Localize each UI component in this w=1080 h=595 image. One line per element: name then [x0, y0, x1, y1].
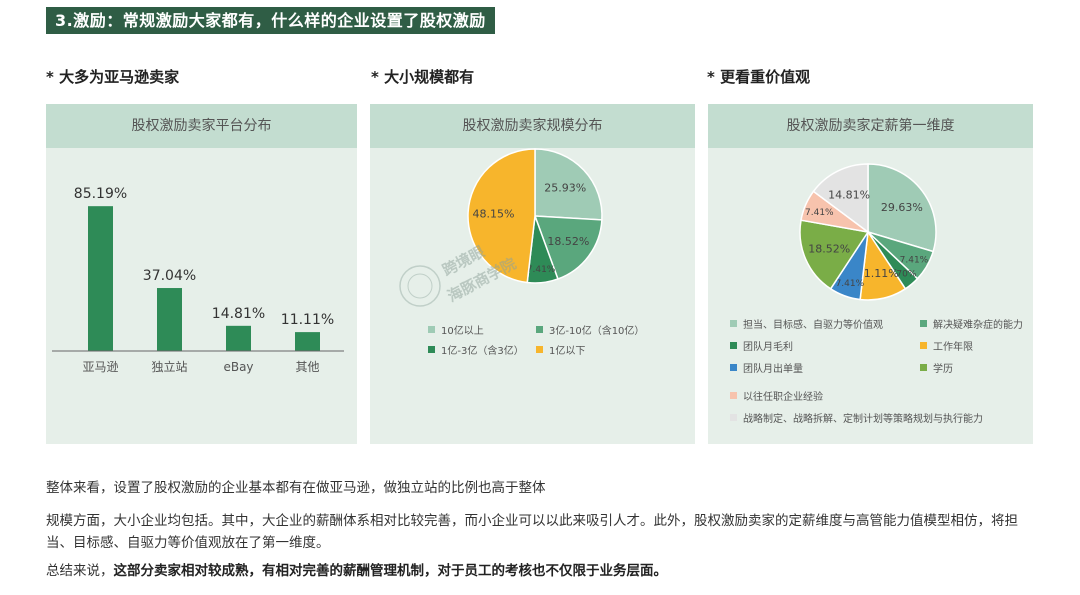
watermark-logo: 跨境眼 海豚商学院 — [399, 243, 519, 307]
scale-slice-label-2: 7.41% — [527, 265, 556, 275]
salary-legend-swatch-7 — [730, 414, 737, 421]
scale-legend-item-3: 1亿以下 — [536, 342, 585, 357]
watermark-circle — [399, 265, 441, 307]
salary-legend-item-7: 战略制定、战略拆解、定制计划等策略规划与执行能力 — [730, 410, 983, 425]
bar-category-label-0: 亚马逊 — [82, 360, 118, 374]
bar-value-label-2: 14.81% — [212, 306, 265, 322]
salary-chart-panel: 股权激励卖家定薪第一维度 29.63% 7.41% 3.70% 11.11% 7.41%… — [708, 104, 1033, 444]
scale-slice-label-1: 18.52% — [547, 235, 589, 248]
scale-slice-label-0: 25.93% — [544, 181, 586, 194]
salary-slice-7 — [812, 163, 869, 234]
salary-legend-item-6: 以往任职企业经验 — [730, 388, 823, 403]
salary-legend-item-3: 工作年限 — [920, 338, 973, 353]
salary-legend-label-0: 担当、目标感、自驱力等价值观 — [743, 320, 883, 331]
salary-legend-label-2: 团队月毛利 — [743, 342, 793, 353]
salary-legend-item-1: 解决疑难杂症的能力 — [920, 316, 1023, 331]
salary-chart-title: 股权激励卖家定薪第一维度 — [708, 104, 1033, 148]
platform-chart-panel: 股权激励卖家平台分布 85.19% 亚马逊 37.04% 独立站 14.81% eBay 1… — [46, 104, 357, 444]
platform-bar-chart: 85.19% 亚马逊 37.04% 独立站 14.81% eBay 11.11% 其他 — [52, 186, 344, 374]
summary-paragraph-3: 总结来说，这部分卖家相对较成熟，有相对完善的薪酬管理机制，对于员工的考核也不仅限… — [46, 560, 667, 582]
salary-legend-swatch-2 — [730, 342, 737, 349]
scale-legend-item-0: 10亿以上 — [428, 322, 484, 337]
subtitle-scale: * 大小规模都有 — [371, 68, 475, 86]
salary-slice-label-0: 29.63% — [881, 201, 923, 214]
bar-1 — [157, 288, 182, 351]
salary-legend-swatch-5 — [920, 364, 927, 371]
scale-legend-label-3: 1亿以下 — [549, 346, 586, 357]
bar-category-label-2: eBay — [223, 360, 253, 374]
bar-3 — [295, 332, 320, 351]
scale-legend-swatch-0 — [428, 326, 435, 333]
salary-legend-item-0: 担当、目标感、自驱力等价值观 — [730, 316, 883, 331]
summary-paragraph-2: 规模方面，大小企业均包括。其中，大企业的薪酬体系相对比较完善，而小企业可以以此来… — [46, 513, 1018, 551]
salary-pie-chart: 29.63%7.41%3.70%11.11%7.41%18.52%7.41%14… — [799, 163, 937, 301]
salary-legend-swatch-4 — [730, 364, 737, 371]
summary-bold: 这部分卖家相对较成熟，有相对完善的薪酬管理机制，对于员工的考核也不仅限于业务层面… — [113, 563, 668, 579]
scale-legend-label-1: 3亿-10亿（含10亿） — [549, 326, 645, 337]
summary-paragraph-1: 整体来看，设置了股权激励的企业基本都有在做亚马逊，做独立站的比例也高于整体 — [46, 480, 546, 496]
salary-slice-label-3: 11.11% — [857, 267, 899, 280]
salary-legend-label-7: 战略制定、战略拆解、定制计划等策略规划与执行能力 — [743, 414, 983, 425]
scale-pie-chart: 25.93% 18.52% 7.41% 48.15% — [467, 148, 603, 284]
salary-legend-label-4: 团队月出单量 — [743, 364, 803, 375]
summary-prefix: 总结来说， — [46, 563, 114, 579]
bar-value-label-3: 11.11% — [281, 312, 334, 328]
bar-0 — [88, 206, 113, 351]
salary-legend-label-3: 工作年限 — [933, 342, 973, 353]
bar-2 — [226, 325, 251, 351]
subtitle-values: * 更看重价值观 — [707, 68, 811, 86]
salary-slice-label-4: 7.41% — [836, 279, 865, 289]
bar-category-label-1: 独立站 — [151, 359, 187, 374]
scale-legend-item-1: 3亿-10亿（含10亿） — [536, 322, 644, 337]
scale-legend-label-0: 10亿以上 — [441, 326, 484, 337]
subtitle-platform: * 大多为亚马逊卖家 — [46, 68, 180, 86]
salary-slice-label-6: 7.41% — [805, 208, 834, 218]
scale-slice-3 — [467, 148, 536, 284]
scale-legend-swatch-1 — [536, 326, 543, 333]
salary-legend-item-4: 团队月出单量 — [730, 360, 803, 375]
scale-legend-swatch-2 — [428, 346, 435, 353]
bar-category-label-3: 其他 — [295, 360, 319, 374]
salary-slice-label-7: 14.81% — [828, 188, 870, 201]
salary-legend-label-1: 解决疑难杂症的能力 — [933, 320, 1023, 331]
scale-slice-label-3: 48.15% — [473, 208, 515, 221]
platform-chart-title: 股权激励卖家平台分布 — [46, 104, 357, 148]
salary-slice-label-1: 7.41% — [900, 256, 929, 266]
scale-slice-0 — [534, 148, 603, 221]
bar-value-label-1: 37.04% — [143, 268, 196, 284]
scale-legend-label-2: 1亿-3亿（含3亿） — [441, 346, 524, 357]
scale-legend: 10亿以上 3亿-10亿（含10亿） 1亿-3亿（含3亿） 1亿以下 — [428, 322, 688, 362]
salary-legend-item-2: 团队月毛利 — [730, 338, 793, 353]
salary-legend-swatch-3 — [920, 342, 927, 349]
salary-slice-label-2: 3.70% — [888, 270, 917, 280]
bar-value-label-0: 85.19% — [74, 186, 127, 202]
salary-legend-swatch-0 — [730, 320, 737, 327]
scale-legend-swatch-3 — [536, 346, 543, 353]
salary-slice-5 — [799, 219, 870, 290]
scale-chart-title: 股权激励卖家规模分布 — [370, 104, 695, 148]
scale-chart-panel: 股权激励卖家规模分布 25.93% 18.52% 7.41% 48.15% 10亿以上… — [370, 104, 695, 444]
salary-legend-label-5: 学历 — [933, 364, 953, 375]
salary-legend-swatch-1 — [920, 320, 927, 327]
watermark-inner-circle — [407, 273, 433, 299]
salary-legend-item-5: 学历 — [920, 360, 953, 375]
salary-slice-0 — [867, 163, 937, 253]
salary-legend-swatch-6 — [730, 392, 737, 399]
salary-legend: 担当、目标感、自驱力等价值观 解决疑难杂症的能力团队月毛利 工作年限团队月出单量 学历… — [730, 316, 1030, 440]
salary-legend-label-6: 以往任职企业经验 — [743, 392, 823, 403]
salary-slice-label-5: 18.52% — [808, 243, 850, 256]
scale-legend-item-2: 1亿-3亿（含3亿） — [428, 342, 524, 357]
scale-slice-1 — [533, 215, 603, 280]
section-title: 3.激励：常规激励大家都有，什么样的企业设置了股权激励 — [46, 7, 495, 34]
